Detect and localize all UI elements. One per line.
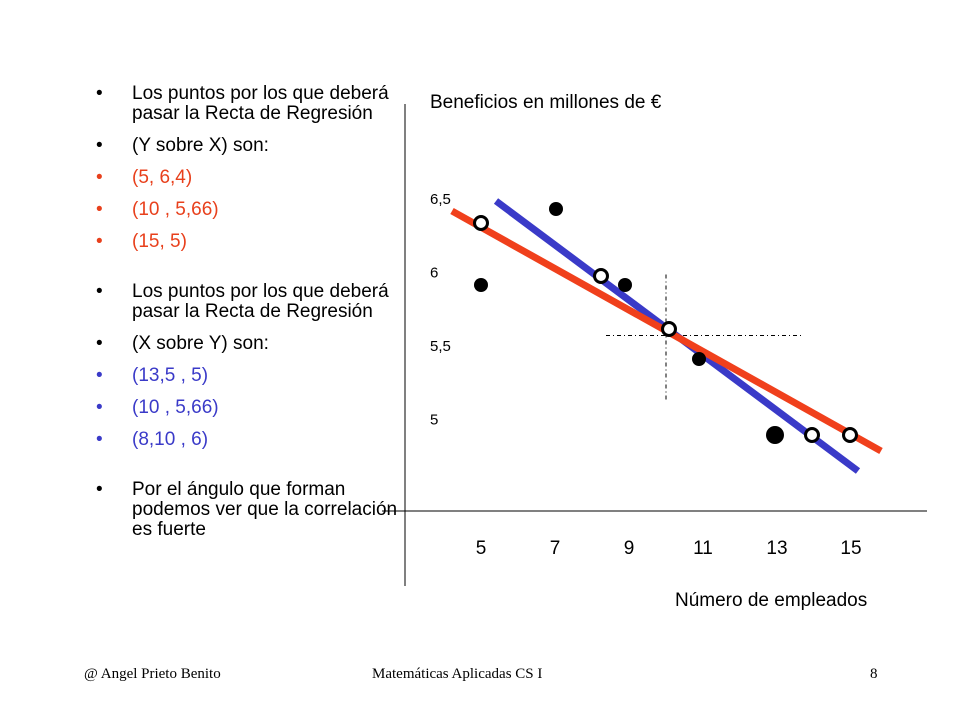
bullet-item: (8,10 , 6) — [96, 430, 406, 451]
data-point — [474, 278, 488, 292]
bullet-item: Por el ángulo que forman podemos ver que… — [96, 480, 406, 540]
y-tick-label: 5 — [430, 412, 438, 429]
regression-point — [473, 215, 489, 231]
x-tick-label: 7 — [550, 538, 561, 559]
data-point — [549, 202, 563, 216]
footer-author: @ Angel Prieto Benito — [84, 666, 221, 682]
bullet-item: Los puntos por los que deberá pasar la R… — [96, 282, 406, 322]
bullet-item: (Y sobre X) son: — [96, 136, 406, 157]
bullet-item: (10 , 5,66) — [96, 200, 406, 221]
x-axis-label: Número de empleados — [675, 590, 867, 611]
bullet-item: Los puntos por los que deberá pasar la R… — [96, 84, 406, 124]
y-tick-label: 6 — [430, 265, 438, 282]
data-point — [618, 278, 632, 292]
footer-page-number: 8 — [870, 666, 878, 682]
bullet-item: (15, 5) — [96, 232, 406, 253]
bullet-item: (13,5 , 5) — [96, 366, 406, 387]
bullet-item: (10 , 5,66) — [96, 398, 406, 419]
bullet-item: (5, 6,4) — [96, 168, 406, 189]
regression-point — [661, 321, 677, 337]
x-tick-label: 9 — [624, 538, 635, 559]
x-tick-label: 13 — [766, 538, 787, 559]
y-tick-label: 6,5 — [430, 191, 451, 208]
data-point — [766, 426, 784, 444]
footer-course: Matemáticas Aplicadas CS I — [372, 666, 543, 682]
bullet-list: Los puntos por los que deberá pasar la R… — [96, 84, 406, 540]
regression-point — [804, 427, 820, 443]
bullet-item: (X sobre Y) son: — [96, 334, 406, 355]
x-tick-label: 11 — [693, 538, 713, 559]
y-tick-label: 5,5 — [430, 338, 451, 355]
regression-point — [593, 268, 609, 284]
regression-point — [842, 427, 858, 443]
x-tick-label: 5 — [476, 538, 487, 559]
y-axis-label: Beneficios en millones de € — [430, 92, 662, 113]
x-tick-label: 15 — [840, 538, 861, 559]
data-point — [692, 352, 706, 366]
